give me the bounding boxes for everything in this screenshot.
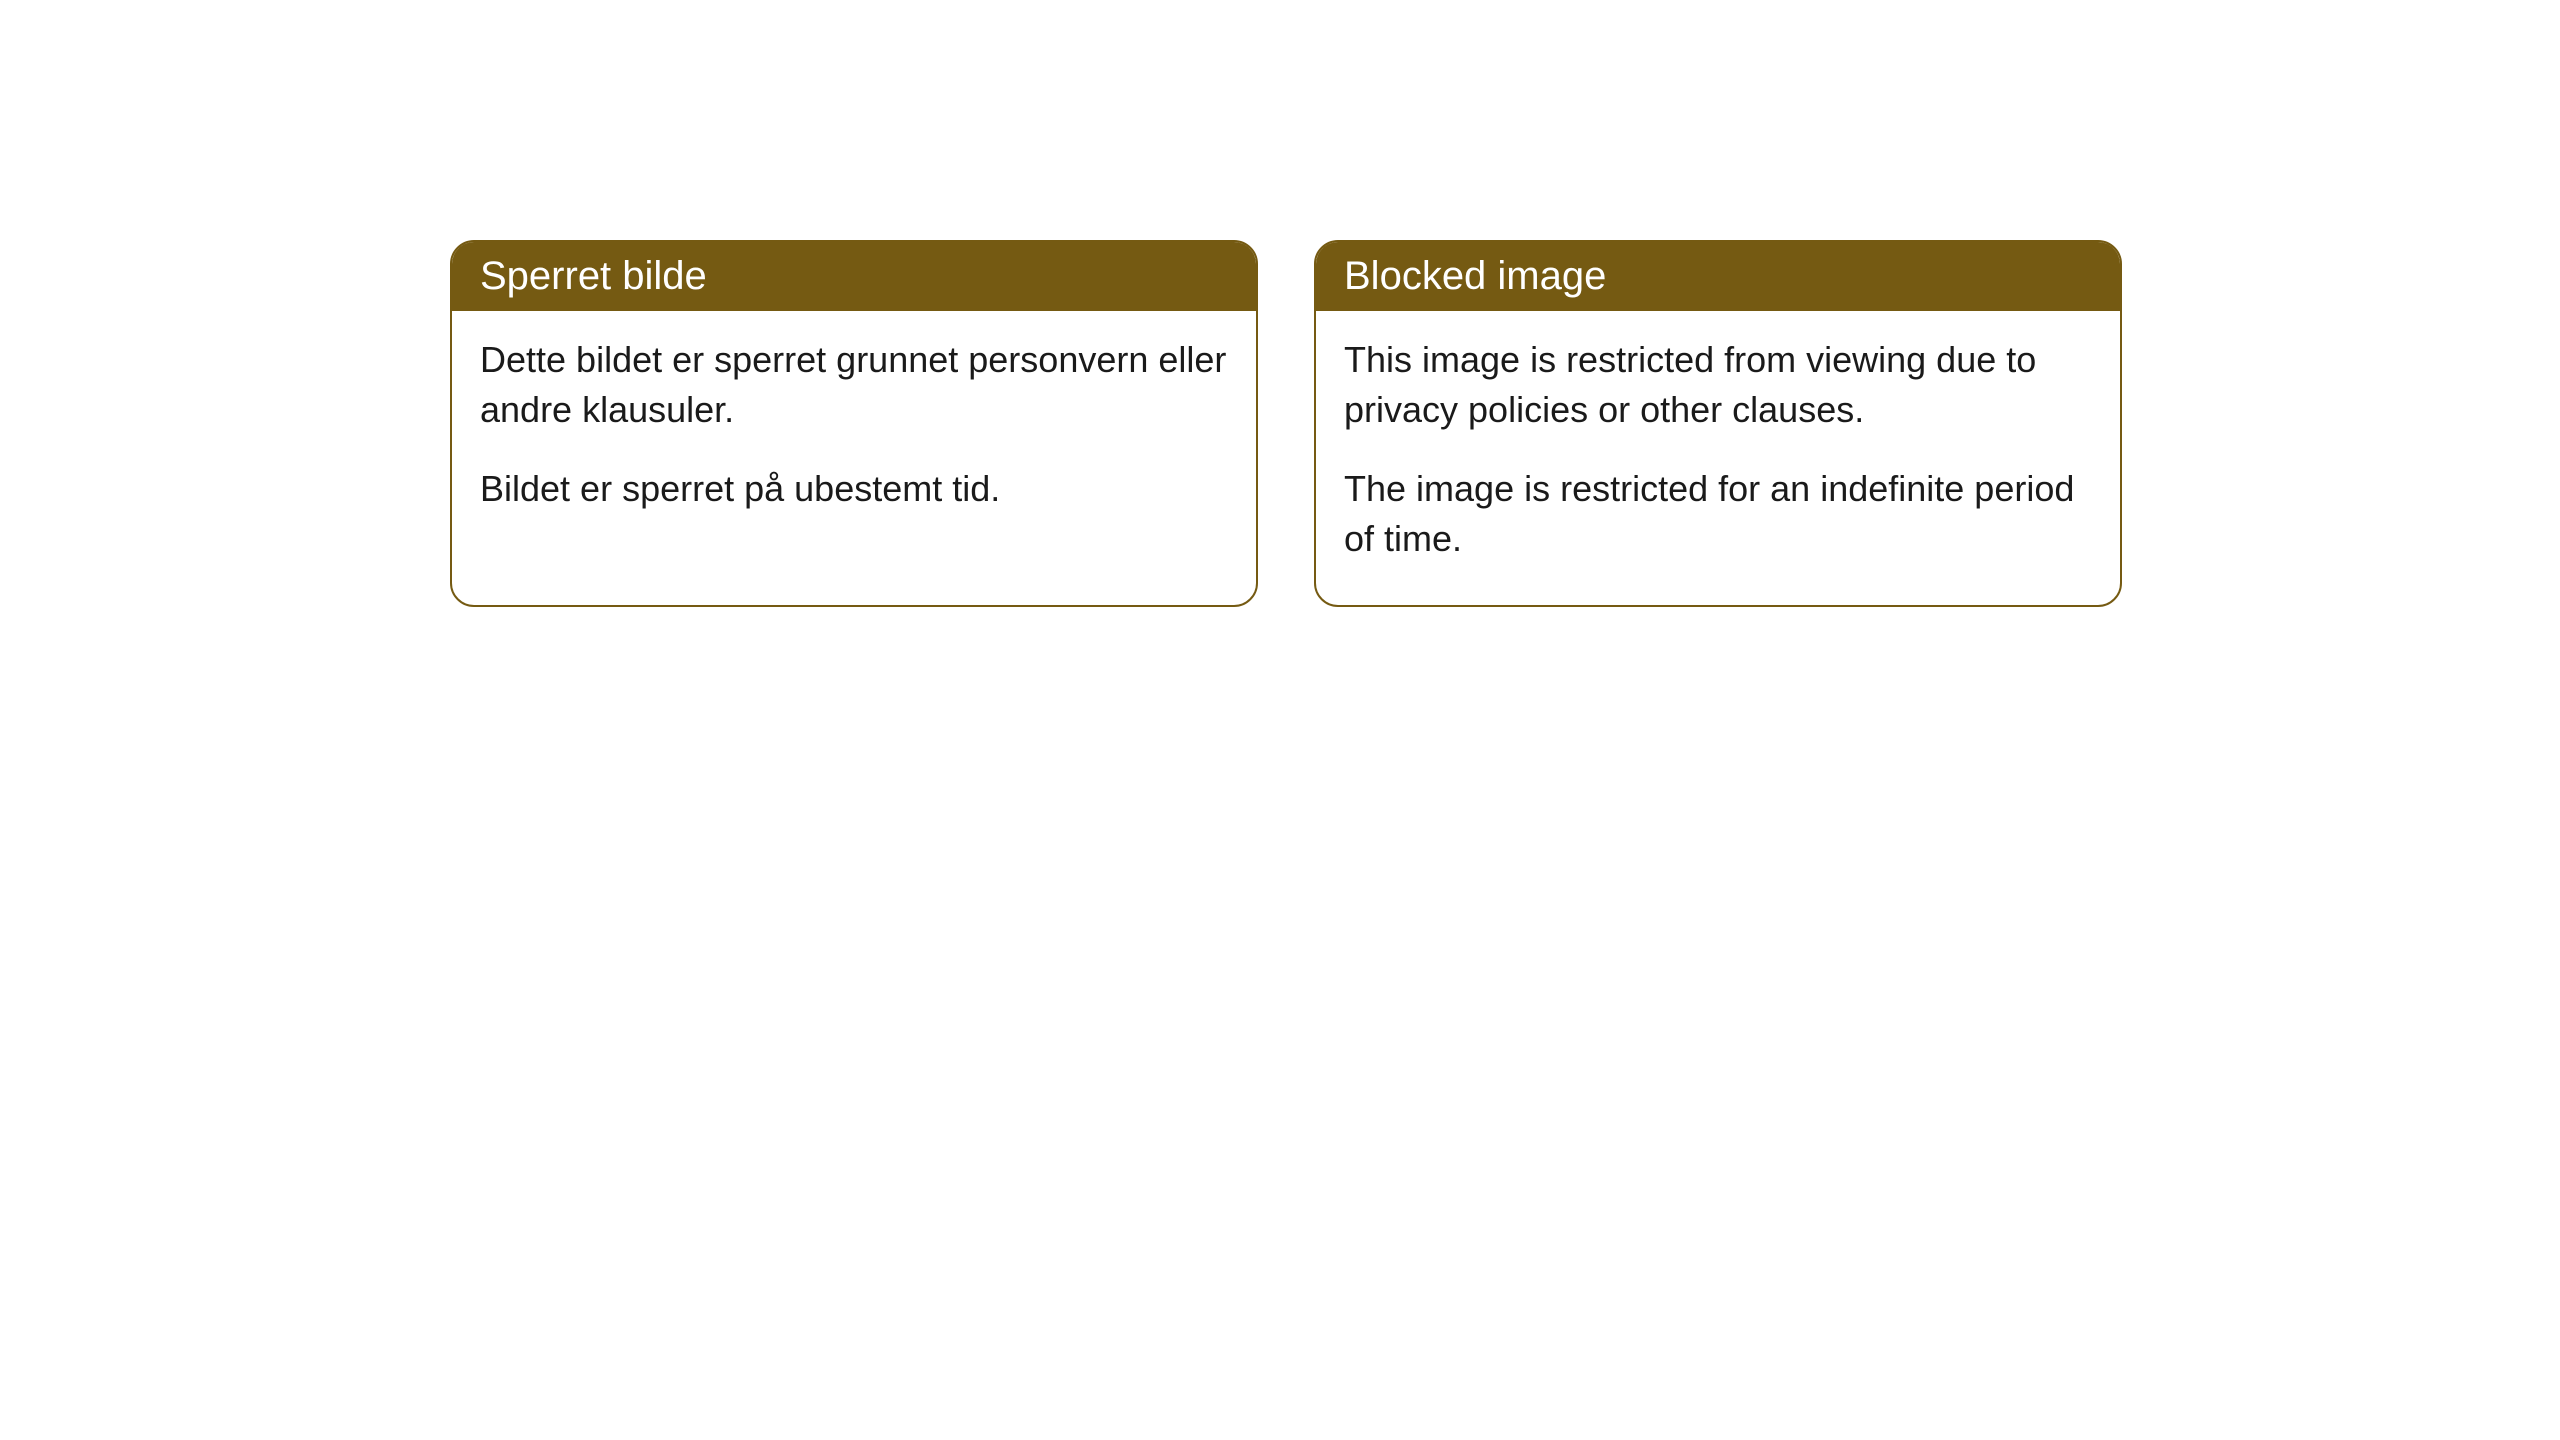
card-body-english: This image is restricted from viewing du… [1316, 311, 2120, 605]
card-paragraph1-english: This image is restricted from viewing du… [1344, 335, 2092, 436]
card-paragraph1-norwegian: Dette bildet er sperret grunnet personve… [480, 335, 1228, 436]
card-paragraph2-norwegian: Bildet er sperret på ubestemt tid. [480, 464, 1228, 514]
card-title-norwegian: Sperret bilde [480, 254, 707, 298]
blocked-image-card-norwegian: Sperret bilde Dette bildet er sperret gr… [450, 240, 1258, 607]
blocked-image-card-english: Blocked image This image is restricted f… [1314, 240, 2122, 607]
card-title-english: Blocked image [1344, 254, 1606, 298]
card-header-norwegian: Sperret bilde [452, 242, 1256, 311]
card-header-english: Blocked image [1316, 242, 2120, 311]
cards-container: Sperret bilde Dette bildet er sperret gr… [450, 240, 2122, 607]
card-paragraph2-english: The image is restricted for an indefinit… [1344, 464, 2092, 565]
card-body-norwegian: Dette bildet er sperret grunnet personve… [452, 311, 1256, 554]
